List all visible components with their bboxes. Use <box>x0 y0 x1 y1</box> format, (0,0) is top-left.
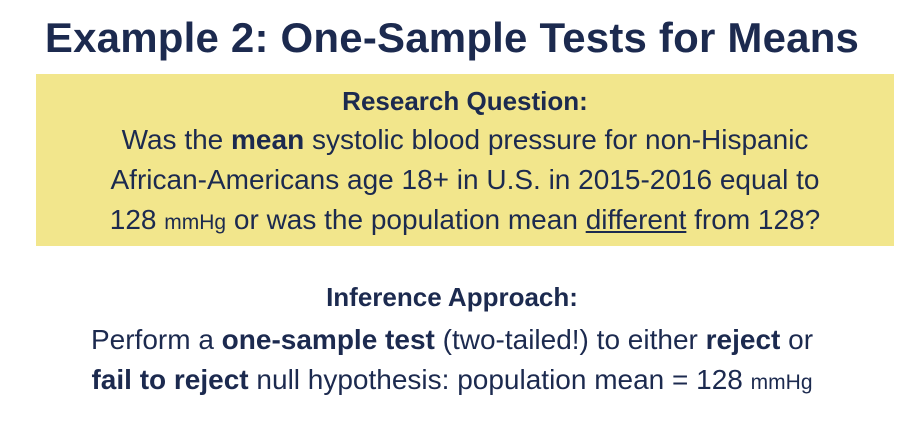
research-question-heading: Research Question: <box>342 86 588 116</box>
inf-line1-rest: or <box>780 324 814 355</box>
rq-emphasis-mean: mean <box>231 124 305 155</box>
inference-heading: Inference Approach: <box>326 282 578 312</box>
inf-line1-text: Perform a <box>90 324 222 355</box>
research-question-line-1: Was the mean systolic blood pressure for… <box>36 120 894 160</box>
inference-text: Perform a one-sample test (two-tailed!) … <box>0 320 904 403</box>
rq-line1-text: Was the <box>121 124 232 155</box>
inference-line-1: Perform a one-sample test (two-tailed!) … <box>0 320 904 360</box>
inf-emphasis-fail-to-reject: fail to reject <box>91 364 249 395</box>
inference-line-2: fail to reject null hypothesis: populati… <box>0 360 904 403</box>
rq-line3-rest: from 128? <box>686 204 821 235</box>
rq-unit: mmHg <box>164 211 227 234</box>
inf-unit: mmHg <box>750 371 813 394</box>
inf-line1-mid: (two-tailed!) to either <box>434 324 706 355</box>
inf-emphasis-one-sample-test: one-sample test <box>221 324 435 355</box>
inf-line2-text: null hypothesis: population mean = 128 <box>248 364 751 395</box>
inf-emphasis-reject: reject <box>705 324 781 355</box>
research-question-box: Research Question: Was the mean systolic… <box>36 74 894 246</box>
rq-value: 128 <box>109 204 165 235</box>
rq-line3-text: or was the population mean <box>226 204 586 235</box>
rq-line1-rest: systolic blood pressure for non-Hispanic <box>304 124 809 155</box>
research-question-line-2: African-Americans age 18+ in U.S. in 201… <box>110 164 820 195</box>
slide-title: Example 2: One-Sample Tests for Means <box>44 14 860 61</box>
rq-emphasis-different: different <box>585 204 687 235</box>
research-question-text: Was the mean systolic blood pressure for… <box>36 120 894 243</box>
research-question-line-3: 128 mmHg or was the population mean diff… <box>36 200 894 243</box>
